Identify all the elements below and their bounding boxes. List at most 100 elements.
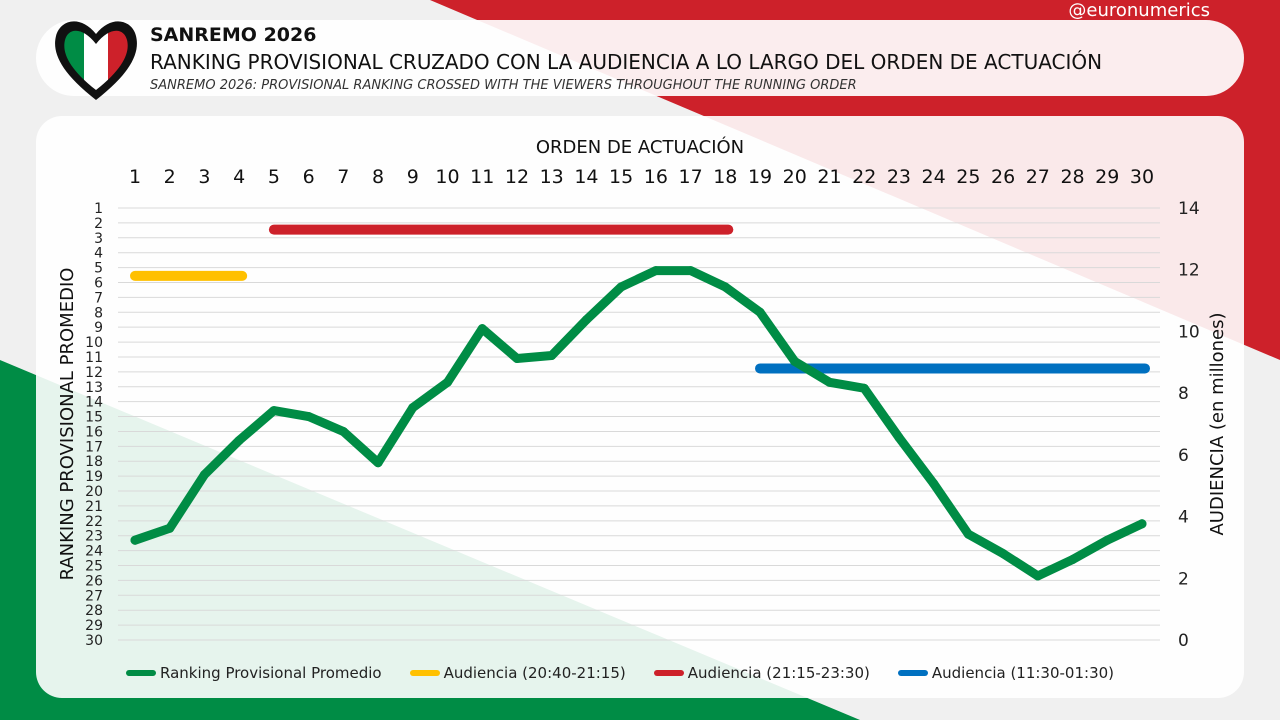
ranking-point [998,549,1008,559]
author-handle: @euronumerics [1068,0,1210,21]
y2-tick-label: 10 [1178,322,1200,342]
x-tick-label: 25 [956,166,980,188]
ranking-point [477,324,487,334]
ranking-point [686,266,696,276]
ranking-point [304,412,314,422]
ranking-point [443,377,453,387]
y-tick-label: 27 [85,588,103,604]
ranking-point [547,350,557,360]
x-tick-label: 8 [372,166,384,188]
x-tick-label: 1 [129,166,141,188]
x-tick-label: 12 [505,166,529,188]
x-tick-label: 30 [1130,166,1154,188]
x-tick-label: 24 [922,166,946,188]
chart-card [36,116,1244,698]
y-tick-label: 8 [94,305,103,321]
x-tick-label: 6 [303,166,315,188]
x-tick-label: 17 [678,166,702,188]
ranking-point [199,470,209,480]
y2-tick-label: 8 [1178,384,1189,404]
y2-tick-label: 4 [1178,508,1189,528]
ranking-point [269,406,279,416]
legend-item-audience-1: Audiencia (20:40-21:15) [409,664,626,682]
legend-label: Audiencia (20:40-21:15) [443,664,626,682]
ranking-point [1068,555,1078,565]
y-tick-label: 17 [85,439,103,455]
y-tick-label: 7 [94,290,103,306]
y-tick-label: 23 [85,529,103,545]
y-tick-label: 22 [85,514,103,530]
ranking-point [338,426,348,436]
y-tick-label: 5 [94,261,103,277]
y-tick-label: 14 [85,395,103,411]
y-tick-label: 13 [85,380,103,396]
legend-label: Ranking Provisional Promedio [160,664,382,682]
legend-label: Audiencia (11:30-01:30) [931,664,1115,682]
x-tick-label: 29 [1095,166,1119,188]
subtitle: RANKING PROVISIONAL CRUZADO CON LA AUDIE… [150,50,1103,74]
legend-swatch [409,670,440,676]
x-tick-label: 22 [852,166,876,188]
title: SANREMO 2026 [150,24,317,46]
x-tick-label: 15 [609,166,633,188]
y-tick-label: 3 [94,231,103,247]
y-axis-title: RANKING PROVISIONAL PROMEDIO [57,268,78,581]
x-tick-label: 7 [337,166,349,188]
x-tick-label: 28 [1060,166,1084,188]
y2-tick-label: 2 [1178,569,1189,589]
legend-item-ranking: Ranking Provisional Promedio [126,664,382,682]
y-tick-label: 19 [85,469,103,485]
x-tick-label: 4 [233,166,245,188]
ranking-point [824,377,834,387]
y2-axis-title: AUDIENCIA (en millones) [1207,312,1228,535]
y-tick-label: 30 [85,633,103,649]
x-tick-label: 20 [783,166,807,188]
x-tick-label: 26 [991,166,1015,188]
ranking-point [130,535,140,545]
legend-swatch [126,670,156,676]
legend-label: Audiencia (21:15-23:30) [687,664,870,682]
y2-tick-label: 12 [1178,261,1200,281]
x-tick-label: 27 [1026,166,1050,188]
x-tick-label: 11 [470,166,494,188]
y-tick-label: 4 [94,246,103,262]
ranking-point [1137,519,1147,529]
x-tick-label: 10 [435,166,459,188]
ranking-point [234,435,244,445]
y-tick-label: 2 [94,216,103,232]
y-tick-label: 12 [85,365,103,381]
y-tick-label: 10 [85,335,103,351]
y-tick-label: 6 [94,275,103,291]
ranking-point [859,383,869,393]
italy-heart-logo [55,21,137,100]
x-tick-label: 16 [644,166,668,188]
ranking-point [165,523,175,533]
y-tick-label: 16 [85,424,103,440]
ranking-point [512,353,522,363]
ranking-point [755,307,765,317]
ranking-point [720,282,730,292]
y2-tick-label: 0 [1178,631,1189,651]
y-tick-label: 26 [85,573,103,589]
x-tick-label: 13 [540,166,564,188]
ranking-point [963,529,973,539]
y-tick-label: 11 [85,350,103,366]
header-banner [36,20,1244,96]
y2-tick-label: 14 [1178,199,1200,219]
ranking-point [894,432,904,442]
ranking-point [616,282,626,292]
legend-item-audience-2: Audiencia (21:15-23:30) [653,664,870,682]
ranking-point [1102,535,1112,545]
y-tick-label: 28 [85,603,103,619]
ranking-point [408,403,418,413]
x-tick-label: 3 [198,166,210,188]
y-tick-label: 18 [85,454,103,470]
y-tick-label: 29 [85,618,103,634]
y-tick-label: 21 [85,499,103,515]
x-tick-label: 21 [817,166,841,188]
x-tick-label: 9 [407,166,419,188]
ranking-point [373,458,383,468]
ranking-line [130,266,1147,581]
y2-tick-label: 6 [1178,446,1189,466]
